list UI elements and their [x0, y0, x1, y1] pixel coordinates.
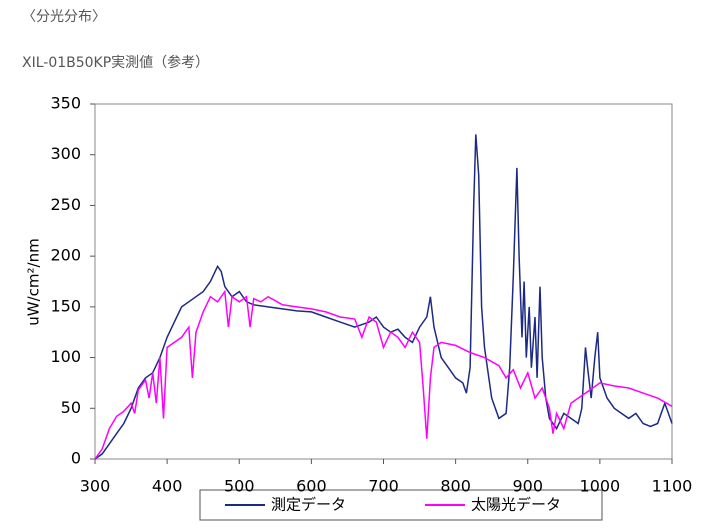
- plot-area: [94, 103, 673, 460]
- x-tick-label: 800: [440, 477, 471, 496]
- x-tick-label: 1100: [652, 477, 693, 496]
- series-line: [94, 134, 673, 460]
- y-tick-label: 100: [50, 347, 81, 366]
- y-tick-label: 250: [50, 195, 81, 214]
- x-tick-label: 600: [296, 477, 327, 496]
- series-line: [94, 289, 673, 460]
- subheading: XIL-01B50KP実測値（参考）: [22, 54, 209, 71]
- y-tick-label: 300: [50, 144, 81, 163]
- legend: [199, 489, 603, 521]
- y-tick-label: 0: [71, 449, 81, 468]
- y-tick-label: 200: [50, 246, 81, 265]
- x-tick-label: 900: [512, 477, 543, 496]
- y-axis-label: uW/cm²/nm: [25, 238, 43, 325]
- legend-label: 太陽光データ: [471, 496, 561, 514]
- x-tick-label: 400: [152, 477, 183, 496]
- y-tick-label: 150: [50, 296, 81, 315]
- y-tick-label: 350: [50, 94, 81, 113]
- x-tick-label: 300: [80, 477, 111, 496]
- legend-label: 測定データ: [271, 496, 346, 514]
- x-tick-label: 500: [224, 477, 255, 496]
- y-tick-label: 50: [61, 398, 81, 417]
- x-tick-label: 1000: [580, 477, 621, 496]
- x-tick-label: 700: [368, 477, 399, 496]
- heading: 〈分光分布〉: [22, 9, 106, 25]
